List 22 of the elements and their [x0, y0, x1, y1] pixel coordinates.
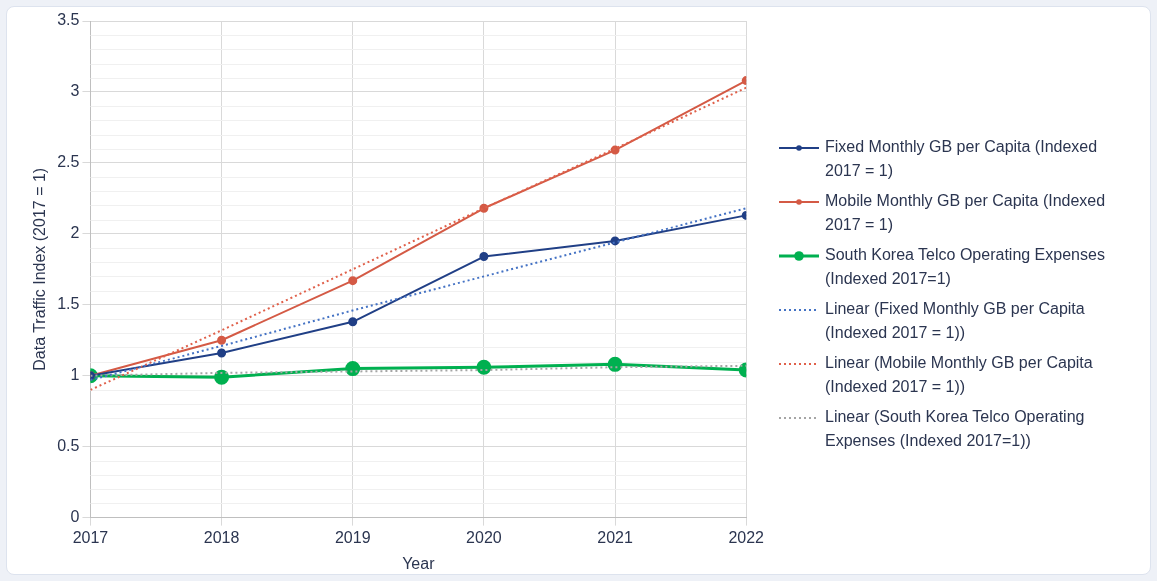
legend-label: Linear (Mobile Monthly GB per Capita (Indexed 2017 = 1))	[825, 353, 1094, 397]
legend-label: Linear (South Korea Telco Operating Expenses (Indexed 2017=1))	[825, 407, 1086, 451]
x-tick-label: 2022	[728, 528, 765, 546]
y-tick-label: 1.5	[57, 295, 80, 313]
y-tick-label: 1	[70, 366, 80, 384]
y-tick-label: 3.5	[57, 11, 80, 29]
y-tick-label: 0	[70, 508, 80, 526]
legend-label: South Korea Telco Operating Expenses (Indexed 2017=1)	[825, 245, 1106, 289]
y-tick-label: 2.5	[57, 153, 80, 171]
y-axis-title: Data Traffic Index (2017 = 1)	[31, 167, 49, 371]
y-tick-label: 3	[70, 82, 80, 100]
legend-label: Linear (Fixed Monthly GB per Capita (Indexed 2017 = 1))	[825, 299, 1086, 343]
y-tick-label: 2	[70, 224, 80, 242]
y-tick-label: 0.5	[57, 437, 80, 455]
x-axis-title: Year	[402, 554, 436, 572]
x-tick-label: 2018	[203, 528, 240, 546]
legend-label: Fixed Monthly GB per Capita (Indexed 2017 = 1)	[825, 137, 1099, 181]
x-tick-label: 2021	[597, 528, 633, 546]
legend-label: Mobile Monthly GB per Capita (Indexed 2017 = 1)	[825, 191, 1107, 235]
x-tick-label: 2019	[334, 528, 371, 546]
x-tick-label: 2017	[72, 528, 109, 546]
x-tick-label: 2020	[466, 528, 502, 546]
